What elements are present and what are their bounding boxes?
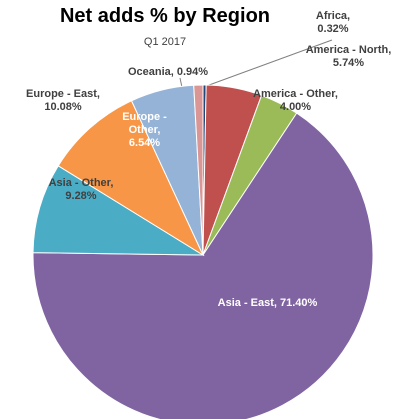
- data-label: Europe - Other, 6.54%: [122, 111, 167, 149]
- data-label: Oceania, 0.94%: [127, 66, 209, 78]
- data-label: America - North, 5.74%: [305, 44, 392, 69]
- data-label: Asia - Other, 9.28%: [48, 177, 114, 202]
- pie-slice: [32, 112, 374, 419]
- data-label: Europe - East, 10.08%: [26, 88, 100, 113]
- pie-slice: [32, 165, 205, 256]
- data-label: America - Other, 4.00%: [253, 88, 338, 113]
- pie-slice: [193, 84, 204, 256]
- chart-title: Net adds % by Region: [59, 5, 271, 27]
- chart-subtitle: Q1 2017: [143, 36, 187, 48]
- data-label: Asia - East, 71.40%: [217, 297, 318, 309]
- leader-line: [189, 39, 333, 93]
- pie-slice: [57, 100, 205, 257]
- data-label: Africa, 0.32%: [315, 10, 351, 35]
